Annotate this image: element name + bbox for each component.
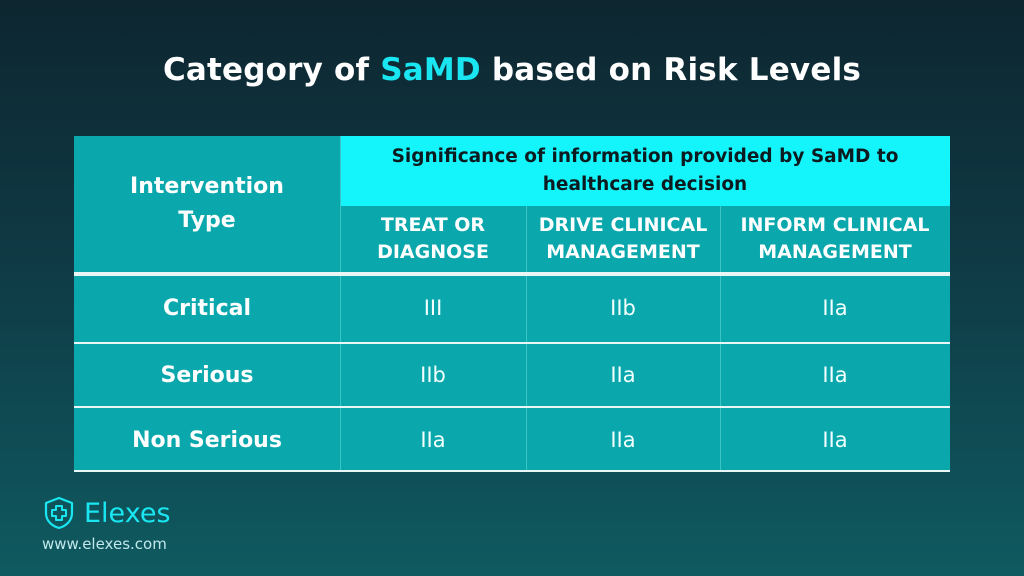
- title-prefix: Category of: [162, 52, 381, 88]
- table-cell: IIa: [610, 363, 636, 387]
- row-label-non-serious: Non Serious: [132, 427, 282, 453]
- row-divider: [74, 470, 950, 472]
- col-header-inform-clinical: INFORM CLINICAL MANAGEMENT: [720, 206, 950, 272]
- table-cell: III: [423, 296, 443, 320]
- col-header-treat-diagnose: TREAT OR DIAGNOSE: [340, 206, 526, 272]
- row-label-critical: Critical: [162, 295, 252, 321]
- page-title: Category of SaMD based on Risk Levels: [0, 52, 1024, 88]
- row-label-serious: Serious: [160, 362, 254, 388]
- table-cell: IIb: [610, 296, 636, 320]
- header-line: DRIVE CLINICAL: [538, 214, 708, 236]
- table-cell: IIa: [420, 428, 446, 452]
- row-divider: [74, 342, 950, 344]
- table-cell: IIa: [822, 296, 848, 320]
- column-divider: [340, 136, 341, 472]
- table-cell: IIa: [822, 428, 848, 452]
- header-line: INFORM CLINICAL: [740, 214, 930, 236]
- brand-logo: Elexes: [42, 496, 171, 530]
- medical-shield-cross-icon: [44, 496, 74, 530]
- header-line: TREAT OR: [380, 214, 486, 236]
- title-highlight: SaMD: [380, 52, 481, 88]
- brand-name: Elexes: [84, 497, 171, 529]
- brand-url[interactable]: www.elexes.com: [42, 535, 167, 553]
- risk-category-table: Intervention Type Significance of inform…: [74, 136, 950, 472]
- column-divider: [720, 206, 721, 472]
- intervention-type-header: Intervention Type: [74, 136, 340, 272]
- header-line: MANAGEMENT: [758, 241, 912, 263]
- col-header-drive-clinical: DRIVE CLINICAL MANAGEMENT: [526, 206, 720, 272]
- title-suffix: based on Risk Levels: [480, 52, 862, 88]
- table-cell: IIa: [822, 363, 848, 387]
- column-divider: [526, 206, 527, 472]
- table-cell: IIa: [610, 428, 636, 452]
- header-line: Significance of information provided by …: [391, 146, 899, 167]
- header-line: DIAGNOSE: [377, 241, 489, 263]
- row-divider: [74, 406, 950, 408]
- header-line: Intervention: [130, 174, 284, 199]
- significance-header: Significance of information provided by …: [340, 136, 950, 206]
- header-line: Type: [178, 208, 236, 233]
- header-line: healthcare decision: [542, 174, 748, 195]
- table-cell: IIb: [420, 363, 446, 387]
- header-line: MANAGEMENT: [546, 241, 700, 263]
- header-divider: [74, 272, 950, 276]
